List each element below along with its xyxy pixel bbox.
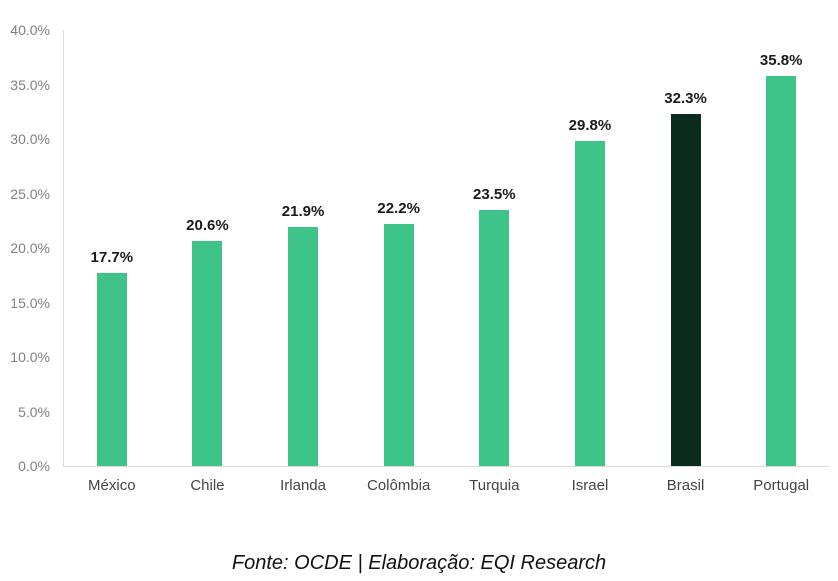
y-tick-label: 15.0%	[10, 294, 50, 311]
y-tick-label: 0.0%	[18, 458, 50, 474]
bar-column-turquia: 23.5% Turquia	[447, 30, 543, 494]
data-label-brasil: 32.3%	[664, 89, 707, 107]
category-label-mexico: México	[88, 477, 136, 494]
category-label-brasil: Brasil	[666, 477, 705, 494]
plot-area: 17.7% México 20.6% Chile 21.9% Irlanda 22.2% Co…	[63, 30, 829, 494]
category-label-turquia: Turquia	[469, 477, 520, 494]
bar-column-irlanda: 21.9% Irlanda	[255, 30, 351, 494]
bar-column-brasil: 32.3% Brasil	[638, 30, 734, 494]
chart-area: 40.0% 35.0% 30.0% 25.0% 20.0% 15.0% 10.0% 5.0% 0…	[2, 22, 829, 494]
category-label-portugal: Portugal	[753, 477, 810, 494]
bar-column-portugal: 35.8% Portugal	[733, 30, 829, 494]
bar-colombia	[383, 224, 414, 466]
data-label-mexico: 17.7%	[90, 249, 134, 267]
category-label-colombia: Colômbia	[367, 477, 431, 494]
y-tick-label: 35.0%	[10, 76, 50, 93]
category-label-irlanda: Irlanda	[280, 477, 326, 494]
data-label-colombia: 22.2%	[377, 200, 420, 218]
y-tick-label: 20.0%	[10, 240, 50, 256]
bar-portugal	[766, 75, 797, 466]
data-label-portugal: 35.8%	[759, 51, 803, 69]
bar-brasil	[670, 113, 701, 466]
data-label-israel: 29.8%	[568, 117, 612, 135]
data-label-chile: 20.6%	[186, 217, 229, 235]
bar-mexico	[96, 273, 127, 466]
bar-column-colombia: 22.2% Colômbia	[351, 30, 447, 494]
y-axis: 40.0% 35.0% 30.0% 25.0% 20.0% 15.0% 10.0% 5.0% 0…	[2, 22, 63, 474]
bar-turquia	[479, 209, 510, 466]
y-tick-label: 30.0%	[10, 131, 50, 147]
bar-irlanda	[288, 227, 319, 466]
y-tick-label: 25.0%	[10, 185, 50, 202]
data-label-irlanda: 21.9%	[281, 203, 325, 221]
bar-column-israel: 29.8% Israel	[542, 30, 638, 494]
bar-column-mexico: 17.7% México	[64, 30, 160, 494]
category-label-israel: Israel	[571, 477, 609, 494]
bar-israel	[574, 141, 605, 466]
y-tick-label: 5.0%	[18, 403, 50, 420]
bar-column-chile: 20.6% Chile	[160, 30, 256, 494]
bar-chile	[192, 241, 223, 466]
category-label-chile: Chile	[190, 477, 225, 494]
source-caption: Fonte: OCDE | Elaboração: EQI Research	[231, 552, 607, 574]
y-tick-label: 40.0%	[10, 22, 50, 38]
data-label-turquia: 23.5%	[473, 185, 516, 203]
y-tick-label: 10.0%	[10, 349, 50, 365]
